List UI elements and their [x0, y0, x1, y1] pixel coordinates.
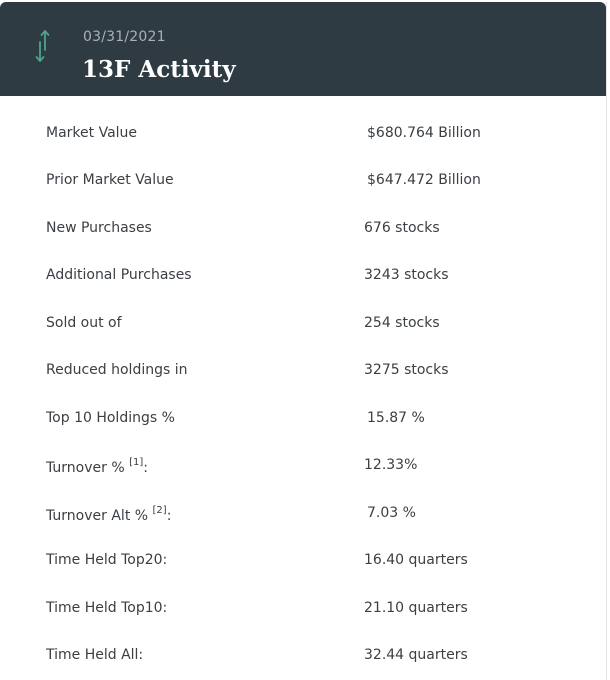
sold-out-of-value: 254 stocks — [364, 315, 440, 331]
prior-market-value-value: $647.472 Billion — [367, 172, 481, 188]
new-purchases-label: New Purchases — [46, 220, 152, 236]
report-date: 03/31/2021 — [83, 29, 166, 45]
time-held-top20-label: Time Held Top20: — [46, 552, 168, 568]
row-prior-market-value: Prior Market Value $647.472 Billion — [0, 172, 606, 202]
turnover-alt-label: Turnover Alt % [2]: — [46, 505, 171, 524]
prior-market-value-label: Prior Market Value — [46, 172, 174, 188]
time-held-top10-value: 21.10 quarters — [364, 600, 468, 616]
additional-purchases-value: 3243 stocks — [364, 267, 449, 283]
card-header: 03/31/2021 13F Activity — [0, 2, 606, 96]
turnover-alt-value: 7.03 % — [367, 505, 416, 521]
row-market-value: Market Value $680.764 Billion — [0, 125, 606, 155]
time-held-top20-value: 16.40 quarters — [364, 552, 468, 568]
reduced-holdings-value: 3275 stocks — [364, 362, 449, 378]
sold-out-of-label: Sold out of — [46, 315, 122, 331]
turnover-value: 12.33% — [364, 457, 418, 473]
up-down-arrows-icon — [35, 30, 50, 62]
row-top10-holdings: Top 10 Holdings % 15.87 % — [0, 410, 606, 440]
turnover-alt-label-text: Turnover Alt % — [46, 508, 149, 524]
row-additional-purchases: Additional Purchases 3243 stocks — [0, 267, 606, 297]
market-value-label: Market Value — [46, 125, 138, 141]
row-time-held-top10: Time Held Top10: 21.10 quarters — [0, 600, 606, 630]
time-held-all-label: Time Held All: — [46, 647, 144, 663]
card-title: 13F Activity — [82, 56, 236, 83]
turnover-label-text: Turnover % — [46, 460, 125, 476]
row-time-held-top20: Time Held Top20: 16.40 quarters — [0, 552, 606, 582]
row-sold-out-of: Sold out of 254 stocks — [0, 315, 606, 345]
new-purchases-value: 676 stocks — [364, 220, 440, 236]
additional-purchases-label: Additional Purchases — [46, 267, 192, 283]
turnover-label-suffix: : — [143, 460, 148, 476]
footnote-2-link[interactable]: [2] — [152, 505, 167, 516]
market-value-value: $680.764 Billion — [367, 125, 481, 141]
row-time-held-all: Time Held All: 32.44 quarters — [0, 647, 606, 677]
time-held-all-value: 32.44 quarters — [364, 647, 468, 663]
row-reduced-holdings: Reduced holdings in 3275 stocks — [0, 362, 606, 392]
row-turnover: Turnover % [1]: 12.33% — [0, 457, 606, 487]
footnote-1-link[interactable]: [1] — [129, 457, 144, 468]
row-new-purchases: New Purchases 676 stocks — [0, 220, 606, 250]
row-turnover-alt: Turnover Alt % [2]: 7.03 % — [0, 505, 606, 535]
turnover-alt-label-suffix: : — [166, 508, 172, 524]
turnover-label: Turnover % [1]: — [46, 457, 148, 476]
time-held-top10-label: Time Held Top10: — [46, 600, 168, 616]
top10-holdings-label: Top 10 Holdings % — [46, 410, 175, 426]
reduced-holdings-label: Reduced holdings in — [46, 362, 188, 378]
top10-holdings-value: 15.87 % — [367, 410, 425, 426]
